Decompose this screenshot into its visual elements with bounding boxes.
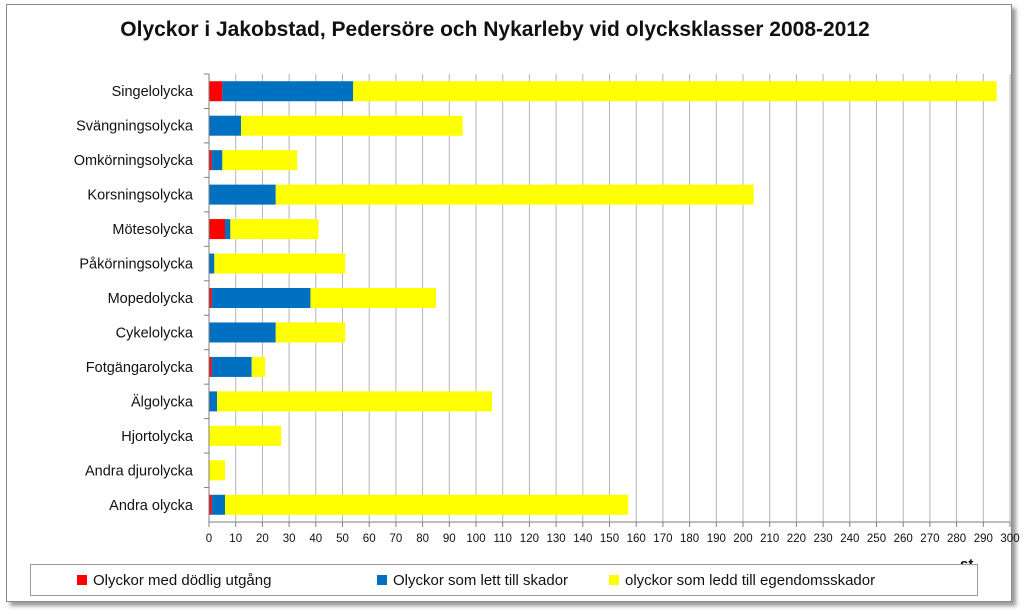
x-tick-label: 120 — [520, 533, 539, 545]
x-tick-label: 220 — [787, 533, 806, 545]
bar-property — [251, 356, 266, 377]
x-tick-label: 160 — [627, 533, 646, 545]
category-label: Cykelolycka — [116, 325, 194, 341]
category-label: Singelolycka — [112, 84, 194, 100]
bar-injury — [211, 356, 252, 377]
bar-fatal — [209, 288, 212, 308]
axes — [204, 73, 1011, 527]
bar-injury — [209, 115, 242, 136]
bar-injury — [225, 219, 231, 240]
x-tick-label: 290 — [974, 533, 993, 545]
legend-swatch-fatal — [77, 575, 87, 585]
bars — [209, 81, 997, 515]
x-tick-label: 40 — [309, 533, 322, 545]
legend-entry-injury: Olyckor som lett till skador — [377, 572, 568, 589]
bar-property — [209, 425, 282, 446]
category-label: Andra djurolycka — [85, 463, 194, 479]
x-tick-label: 100 — [466, 533, 485, 545]
x-tick-label: 240 — [840, 533, 859, 545]
bar-fatal — [209, 81, 223, 102]
x-tick-label: 20 — [256, 533, 269, 545]
x-tick-label: 140 — [573, 533, 592, 545]
bar-property — [275, 184, 754, 205]
x-tick-label: 130 — [547, 533, 566, 545]
legend-entry-fatal: Olyckor med dödlig utgång — [77, 572, 271, 589]
bar-property — [209, 460, 226, 481]
category-label: Påkörningsolycka — [79, 257, 194, 273]
bar-injury — [209, 184, 276, 205]
x-tick-label: 70 — [390, 533, 403, 545]
bar-property — [353, 81, 997, 102]
x-tick-label: 50 — [336, 533, 349, 545]
x-tick-label: 280 — [947, 533, 966, 545]
x-tick-label: 150 — [600, 533, 619, 545]
labels: 0 10 20 30 40 50 60 70 80 90 100 110 120 130 140 150 160… — [74, 84, 1020, 545]
category-label: Älgolycka — [131, 393, 194, 410]
legend-label-injury: Olyckor som lett till skador — [393, 571, 569, 589]
bar-property — [241, 115, 463, 136]
bar-property — [310, 288, 436, 308]
x-tick-label: 30 — [283, 533, 296, 545]
x-tick-label: 270 — [920, 533, 939, 545]
category-label: Hjortolycka — [121, 429, 194, 445]
bar-property — [275, 322, 346, 343]
x-tick-label: 60 — [363, 533, 376, 545]
bar-injury — [211, 494, 226, 515]
legend-entry-property: olyckor som ledd till egendomsskador — [609, 572, 875, 589]
x-tick-label: 110 — [494, 533, 512, 545]
x-tick-label: 10 — [229, 533, 242, 545]
bar-injury — [211, 288, 311, 308]
legend-label-property: olyckor som ledd till egendomsskador — [625, 571, 876, 589]
category-label: Korsningsolycka — [87, 188, 194, 204]
bar-property — [222, 150, 298, 171]
legend-swatch-property — [609, 575, 619, 585]
bar-injury — [222, 81, 354, 102]
category-label: Mötesolycka — [112, 222, 194, 238]
x-tick-label: 0 — [206, 533, 212, 545]
x-tick-label: 200 — [733, 533, 752, 545]
chart-title: Olyckor i Jakobstad, Pedersöre och Nykar… — [120, 18, 870, 41]
category-label: Andra olycka — [109, 498, 194, 514]
x-tick-label: 90 — [443, 533, 456, 545]
bar-injury — [209, 253, 215, 274]
bar-property — [217, 391, 493, 412]
bar-injury — [211, 150, 223, 171]
x-tick-label: 190 — [707, 533, 726, 545]
legend-swatch-injury — [377, 575, 387, 585]
bar-fatal — [209, 150, 212, 171]
bar-property — [225, 494, 629, 515]
category-label: Fotgängarolycka — [86, 360, 194, 376]
x-tick-label: 230 — [814, 533, 833, 545]
x-tick-label: 300 — [1000, 533, 1019, 545]
category-label: Svängningsolycka — [76, 119, 194, 135]
x-tick-label: 210 — [760, 533, 779, 545]
x-tick-label: 170 — [653, 533, 672, 545]
bar-fatal — [209, 219, 226, 240]
bar-injury — [209, 322, 276, 343]
bar-fatal — [209, 356, 212, 377]
x-tick-label: 260 — [894, 533, 913, 545]
legend-label-fatal: Olyckor med dödlig utgång — [93, 571, 272, 589]
x-tick-label: 80 — [416, 533, 429, 545]
x-tick-label: 180 — [680, 533, 699, 545]
bar-fatal — [209, 494, 212, 515]
bar-property — [214, 253, 346, 274]
bar-injury — [209, 391, 218, 412]
legend: Olyckor med dödlig utgång Olyckor som le… — [30, 564, 978, 596]
category-label: Omkörningsolycka — [74, 153, 194, 169]
bar-property — [230, 219, 319, 240]
x-tick-label: 250 — [867, 533, 886, 545]
category-label: Mopedolycka — [108, 291, 194, 307]
